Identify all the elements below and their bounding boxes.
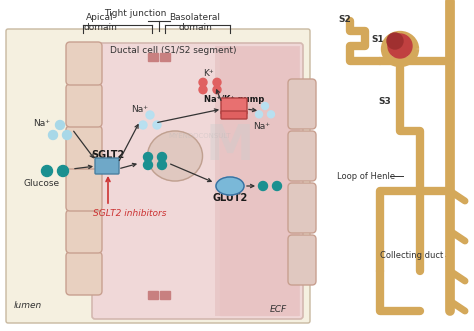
Text: Loop of Henle: Loop of Henle <box>337 171 395 180</box>
Text: lumen: lumen <box>14 302 42 310</box>
Bar <box>148 291 158 299</box>
FancyBboxPatch shape <box>221 111 247 119</box>
Ellipse shape <box>216 177 244 195</box>
FancyBboxPatch shape <box>288 131 316 181</box>
Circle shape <box>258 181 267 191</box>
FancyBboxPatch shape <box>215 46 300 316</box>
Text: Basolateral
domain: Basolateral domain <box>170 13 220 32</box>
FancyBboxPatch shape <box>66 126 102 169</box>
FancyBboxPatch shape <box>92 43 303 319</box>
FancyBboxPatch shape <box>288 183 316 233</box>
Circle shape <box>57 166 69 176</box>
Circle shape <box>63 130 72 139</box>
FancyBboxPatch shape <box>221 98 247 114</box>
Bar <box>220 47 298 315</box>
Ellipse shape <box>147 131 202 181</box>
Text: Glucose: Glucose <box>24 178 60 187</box>
Text: Na⁺: Na⁺ <box>34 118 51 127</box>
FancyBboxPatch shape <box>288 79 316 129</box>
Bar <box>160 291 170 299</box>
Circle shape <box>48 130 57 139</box>
FancyBboxPatch shape <box>66 252 102 295</box>
FancyBboxPatch shape <box>66 168 102 211</box>
Bar <box>148 53 158 61</box>
Circle shape <box>213 86 221 94</box>
Text: K⁺: K⁺ <box>203 69 213 77</box>
Circle shape <box>144 153 153 162</box>
Text: Ductal cell (S1/S2 segment): Ductal cell (S1/S2 segment) <box>110 46 236 55</box>
Text: M: M <box>206 122 254 170</box>
Text: S1: S1 <box>372 34 384 43</box>
Circle shape <box>267 111 274 118</box>
Text: Collecting duct: Collecting duct <box>380 252 443 260</box>
Text: GLUT2: GLUT2 <box>212 193 247 203</box>
Circle shape <box>262 103 268 110</box>
Circle shape <box>146 111 154 119</box>
Text: Tight junction: Tight junction <box>104 9 166 18</box>
Text: Na⁺: Na⁺ <box>254 121 271 130</box>
Bar <box>160 53 170 61</box>
Text: ECF: ECF <box>269 305 287 313</box>
Circle shape <box>42 166 53 176</box>
FancyBboxPatch shape <box>66 84 102 127</box>
Circle shape <box>144 161 153 169</box>
Circle shape <box>157 153 166 162</box>
Circle shape <box>387 33 403 49</box>
Circle shape <box>153 121 161 129</box>
Circle shape <box>255 111 263 118</box>
FancyBboxPatch shape <box>66 210 102 253</box>
FancyBboxPatch shape <box>95 158 119 174</box>
Circle shape <box>388 34 412 58</box>
Circle shape <box>273 181 282 191</box>
Text: S3: S3 <box>379 97 392 106</box>
Circle shape <box>213 78 221 86</box>
Text: MYENDOCONSULT: MYENDOCONSULT <box>169 133 231 139</box>
Circle shape <box>157 161 166 169</box>
FancyBboxPatch shape <box>288 235 316 285</box>
Circle shape <box>199 86 207 94</box>
FancyBboxPatch shape <box>6 29 310 323</box>
Text: Na⁺: Na⁺ <box>131 105 148 114</box>
Text: S2: S2 <box>338 15 351 24</box>
Text: SGLT2 inhibitors: SGLT2 inhibitors <box>93 209 167 217</box>
Circle shape <box>55 120 64 129</box>
Circle shape <box>139 121 147 129</box>
Text: SGLT2: SGLT2 <box>91 150 125 160</box>
FancyBboxPatch shape <box>66 42 102 85</box>
Text: Na⁺/K⁺ pump: Na⁺/K⁺ pump <box>204 94 264 104</box>
Circle shape <box>199 78 207 86</box>
Text: Apical
domain: Apical domain <box>83 13 117 32</box>
